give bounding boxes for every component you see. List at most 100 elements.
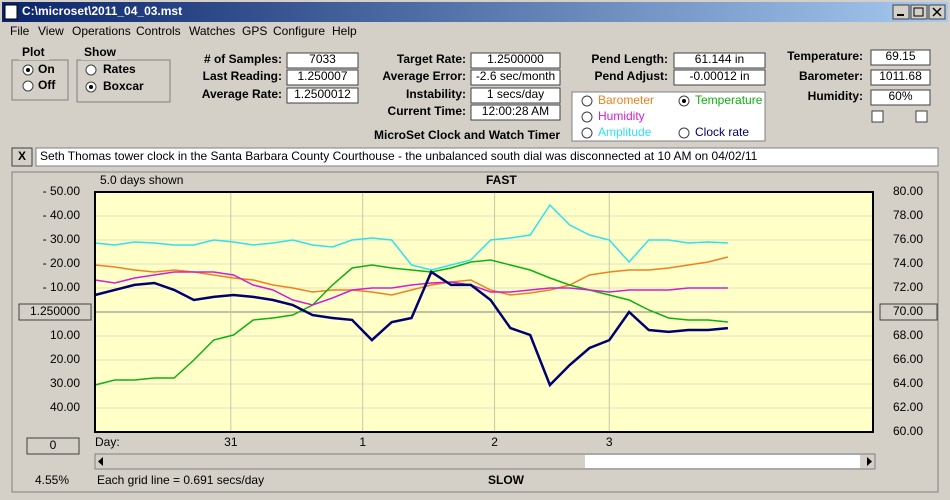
- x-tick-label: 3: [606, 435, 613, 449]
- radio-label: On: [38, 62, 55, 76]
- checkbox[interactable]: [871, 110, 884, 123]
- radio-button[interactable]: [22, 80, 34, 92]
- field-label: Instability:: [406, 87, 466, 101]
- menu-item[interactable]: Operations: [72, 24, 131, 38]
- y-tick-label: 40.00: [50, 400, 80, 414]
- group-title-bg: [81, 46, 117, 60]
- maximize-button[interactable]: [910, 4, 928, 20]
- checkbox[interactable]: [915, 110, 928, 123]
- field-label: Barometer:: [799, 69, 863, 83]
- field-box[interactable]: [673, 52, 766, 69]
- x-tick-label: 31: [224, 435, 238, 449]
- radio-label: Off: [38, 78, 56, 92]
- legend-label[interactable]: Amplitude: [598, 125, 652, 139]
- legend-label[interactable]: Clock rate: [695, 125, 749, 139]
- menu-item[interactable]: View: [38, 24, 64, 38]
- legend-label[interactable]: Temperature: [695, 93, 763, 107]
- y2-tick-label: 72.00: [893, 280, 923, 294]
- y2-tick-label: 80.00: [893, 184, 923, 198]
- menu-item[interactable]: File: [10, 24, 30, 38]
- field-box[interactable]: [470, 52, 561, 69]
- y-tick-label: 10.00: [50, 328, 80, 342]
- app-icon: [4, 4, 18, 20]
- window-controls: [892, 4, 946, 20]
- series-line: [94, 203, 728, 271]
- menu-item[interactable]: Configure: [273, 24, 325, 38]
- field-value: 60%: [888, 89, 912, 103]
- minimize-button[interactable]: [892, 4, 910, 20]
- y-tick-label: 20.00: [50, 352, 80, 366]
- field-box[interactable]: [870, 49, 931, 66]
- field-value: -0.00012 in: [689, 69, 749, 83]
- span-label: 5.0 days shown: [100, 173, 183, 187]
- group-title-bg: [19, 46, 49, 60]
- field-label: Average Error:: [382, 69, 466, 83]
- menu-item[interactable]: Help: [332, 24, 357, 38]
- maximize-icon: [913, 7, 924, 17]
- field-value: 1.2500012: [294, 87, 351, 101]
- radio-button[interactable]: [581, 95, 593, 107]
- field-label: Target Rate:: [397, 52, 466, 66]
- zoom-button[interactable]: [26, 437, 80, 455]
- y2-tick-label: 60.00: [893, 424, 923, 438]
- note-box[interactable]: [35, 147, 939, 167]
- field-box[interactable]: [470, 87, 561, 104]
- radio-button[interactable]: [581, 127, 593, 139]
- radio-button[interactable]: [678, 127, 690, 139]
- close-note-label: X: [18, 149, 26, 163]
- zoom-percent: 4.55%: [35, 473, 69, 487]
- menu-item[interactable]: GPS: [242, 24, 267, 38]
- title-bar: [2, 2, 948, 22]
- field-box[interactable]: [286, 69, 359, 86]
- field-label: Temperature:: [787, 49, 863, 63]
- field-box[interactable]: [286, 87, 359, 104]
- field-label: # of Samples:: [204, 52, 282, 66]
- slow-label: SLOW: [488, 473, 525, 487]
- radio-button[interactable]: [581, 111, 593, 123]
- y2-tick-label: 64.00: [893, 376, 923, 390]
- y2-tick-label: 62.00: [893, 400, 923, 414]
- field-box[interactable]: [286, 52, 359, 69]
- app-title: MicroSet Clock and Watch Timer: [374, 128, 560, 142]
- field-value: 1 secs/day: [487, 87, 544, 101]
- field-value: 1011.68: [879, 69, 922, 83]
- window-title: C:\microset\2011_04_03.mst: [22, 4, 182, 18]
- close-note-button[interactable]: [11, 147, 33, 167]
- radio-label: Boxcar: [103, 79, 144, 93]
- y-tick-label: - 40.00: [43, 208, 81, 222]
- field-label: Current Time:: [388, 104, 466, 118]
- field-box[interactable]: [470, 69, 561, 86]
- group-title: Plot: [22, 45, 45, 59]
- field-box[interactable]: [870, 69, 931, 86]
- field-box[interactable]: [470, 104, 561, 121]
- field-value: 7033: [309, 52, 336, 66]
- grid-note: Each grid line = 0.691 secs/day: [97, 473, 264, 487]
- radio-button[interactable]: [85, 64, 97, 76]
- field-label: Average Rate:: [202, 87, 282, 101]
- y-tick-label: - 10.00: [43, 280, 81, 294]
- field-value: 69.15: [885, 49, 915, 63]
- legend-label[interactable]: Barometer: [598, 93, 654, 107]
- center-button[interactable]: [18, 303, 92, 321]
- field-label: Last Reading:: [203, 69, 282, 83]
- series-line: [94, 270, 729, 388]
- y-tick-label: 30.00: [50, 376, 80, 390]
- chart-title: FAST: [486, 173, 517, 187]
- x-axis-label: Day:: [95, 435, 120, 449]
- close-icon: [932, 7, 942, 17]
- y2-tick-label: 66.00: [893, 352, 923, 366]
- y-tick-label: - 20.00: [43, 256, 81, 270]
- field-value: 12:00:28 AM: [482, 104, 549, 118]
- field-box[interactable]: [673, 69, 766, 86]
- menu-item[interactable]: Controls: [136, 24, 181, 38]
- menu-item[interactable]: Watches: [189, 24, 235, 38]
- radio-dot: [89, 85, 93, 89]
- legend-label[interactable]: Humidity: [598, 109, 645, 123]
- center-button-right[interactable]: [879, 303, 938, 321]
- y-tick-label: 1.250000: [30, 304, 80, 318]
- field-value: 61.144 in: [695, 52, 744, 66]
- field-box[interactable]: [870, 89, 931, 106]
- y-tick-label: - 30.00: [43, 232, 81, 246]
